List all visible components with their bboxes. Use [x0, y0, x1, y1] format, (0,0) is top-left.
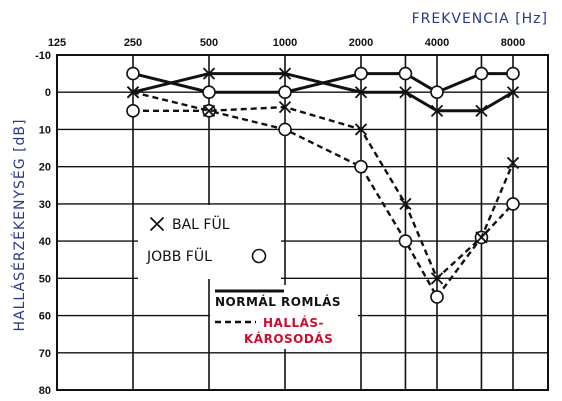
- series-line-bal-ful-dashed: [132, 91, 515, 281]
- legend-o-marker: [251, 248, 267, 264]
- x-tick-label: 125: [48, 37, 66, 49]
- y-tick-label: 50: [39, 273, 51, 285]
- legend-label-damage-line2: KÁROSODÁS: [244, 331, 333, 346]
- x-tick-label: 8000: [501, 37, 525, 49]
- line-legend: NORMÁL ROMLÁS HALLÁS- KÁROSODÁS: [210, 285, 358, 349]
- point-bal-ful-solid: [475, 104, 488, 117]
- x-tick-label: 500: [200, 37, 218, 49]
- point-bal-ful-dashed: [506, 156, 520, 170]
- point-bal-ful-solid: [430, 104, 444, 117]
- line-legend-box: [210, 285, 358, 349]
- legend-label-bal-ful: BAL FÜL: [172, 215, 230, 233]
- point-bal-ful-solid: [399, 86, 412, 99]
- y-tick-label: 20: [39, 162, 51, 174]
- point-jobb-ful-solid: [430, 85, 444, 100]
- point-bal-ful-solid: [278, 67, 292, 80]
- point-jobb-ful-dashed: [398, 234, 413, 248]
- y-tick-label: 40: [39, 236, 51, 248]
- series-line-bal-ful-solid: [132, 72, 514, 113]
- x-tick-label: 4000: [425, 37, 449, 49]
- point-jobb-ful-solid: [202, 85, 216, 100]
- y-tick-label: 60: [39, 311, 51, 323]
- bal-ful-legend-x-icon: [149, 216, 165, 232]
- point-jobb-ful-dashed: [354, 159, 368, 174]
- point-jobb-ful-solid: [398, 66, 413, 81]
- marker-legend: BAL FÜL JOBB FÜL: [138, 205, 281, 279]
- point-bal-ful-solid: [202, 67, 216, 80]
- x-tick-labels: 125 250 500 1000 2000 4000 8000: [48, 37, 525, 49]
- point-jobb-ful-dashed: [506, 197, 520, 211]
- point-jobb-ful-solid: [126, 66, 140, 81]
- point-bal-ful-dashed: [354, 123, 368, 136]
- x-tick-label: 2000: [349, 37, 373, 49]
- y-tick-label: 80: [39, 385, 51, 397]
- point-jobb-ful-solid: [506, 66, 520, 81]
- y-tick-label: -10: [35, 50, 51, 62]
- point-jobb-ful-dashed: [430, 290, 444, 304]
- plot-frame: [56, 54, 549, 391]
- y-tick-label: 10: [39, 124, 51, 136]
- jobb-ful-legend-o-icon: [251, 248, 267, 264]
- point-bal-ful-dashed: [475, 231, 488, 244]
- y-tick-labels: -10 0 10 20 30 40 50 60 70 80: [35, 50, 51, 397]
- point-jobb-ful-dashed: [278, 122, 292, 137]
- point-jobb-ful-solid: [354, 66, 368, 81]
- point-jobb-ful-solid: [474, 66, 489, 81]
- point-bal-ful-dashed: [399, 197, 412, 211]
- y-axis-title: HALLÁSÉRZÉKENYSÉG [dB]: [11, 119, 28, 332]
- series-layer: [126, 66, 520, 304]
- legend-x-marker: [149, 216, 165, 232]
- point-bal-ful-solid: [506, 86, 520, 99]
- x-tick-label: 1000: [273, 37, 297, 49]
- series-line-jobb-ful-dashed: [133, 109, 514, 300]
- series-line-jobb-ful-solid: [132, 72, 513, 94]
- point-jobb-ful-dashed: [126, 104, 140, 118]
- y-tick-label: 30: [39, 199, 51, 211]
- y-tick-label: 0: [45, 87, 51, 99]
- legend-label-damage-line1: HALLÁS-: [263, 315, 324, 330]
- point-bal-ful-dashed: [430, 272, 444, 285]
- x-tick-label: 250: [124, 37, 142, 49]
- point-bal-ful-dashed: [278, 100, 292, 114]
- point-bal-ful-solid: [354, 86, 368, 99]
- marker-legend-box: [138, 205, 281, 279]
- point-jobb-ful-solid: [278, 85, 292, 100]
- point-bal-ful-dashed: [202, 104, 216, 117]
- legend-label-jobb-ful: JOBB FÜL: [146, 247, 212, 265]
- point-bal-ful-solid: [126, 86, 140, 99]
- x-axis-title: FREKVENCIA [Hz]: [412, 11, 548, 27]
- y-tick-label: 70: [39, 348, 51, 360]
- legend-label-normal: NORMÁL ROMLÁS: [215, 294, 341, 309]
